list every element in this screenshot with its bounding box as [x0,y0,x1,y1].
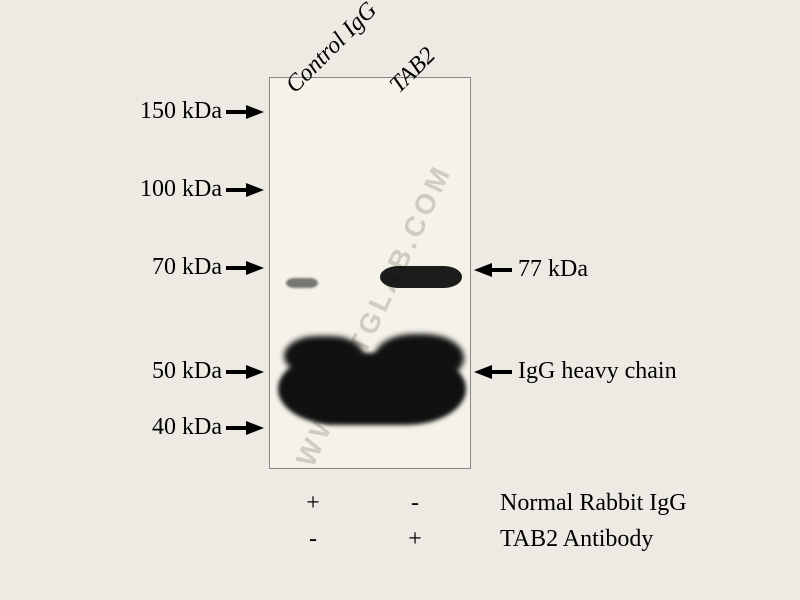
arrow-shaft [226,426,248,430]
condition-label: TAB2 Antibody [500,526,653,553]
blot-border [269,77,471,469]
arrow-right-icon [246,261,264,275]
condition-symbol: + [400,526,430,553]
arrow-shaft [490,268,512,272]
arrow-shaft [226,266,248,270]
mw-marker-label: 150 kDa [140,98,222,125]
condition-symbol: + [298,490,328,517]
arrow-shaft [226,370,248,374]
right-marker-label: IgG heavy chain [518,358,677,385]
condition-symbol: - [298,526,328,553]
arrow-shaft [226,110,248,114]
arrow-right-icon [246,421,264,435]
arrow-shaft [490,370,512,374]
mw-marker-label: 50 kDa [152,358,222,385]
mw-marker-label: 40 kDa [152,414,222,441]
arrow-right-icon [246,183,264,197]
arrow-shaft [226,188,248,192]
mw-marker-label: 100 kDa [140,176,222,203]
mw-marker-label: 70 kDa [152,254,222,281]
condition-label: Normal Rabbit IgG [500,490,687,517]
arrow-right-icon [246,365,264,379]
right-marker-label: 77 kDa [518,256,588,283]
condition-symbol: - [400,490,430,517]
arrow-right-icon [246,105,264,119]
